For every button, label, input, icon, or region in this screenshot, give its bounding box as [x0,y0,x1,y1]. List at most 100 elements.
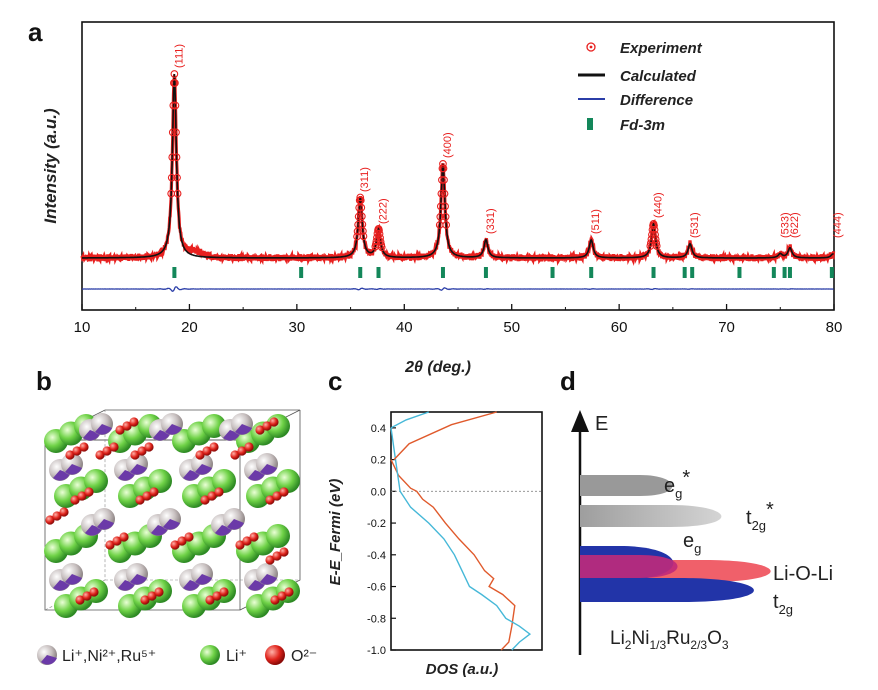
mixed-cation-atom-purple [163,519,180,530]
legend-label-experiment: Experiment [620,40,703,57]
mixed-cation-atom-purple [65,574,82,585]
legend-label-mixed-cations: Li⁺,Ni²⁺,Ru⁵⁺ [62,648,156,665]
xrd-peak-label: (622) [789,212,801,238]
dos-y-tick-label: 0.4 [371,423,386,435]
oxygen-atom [52,511,62,521]
dos-y-tick-label: 0.2 [371,455,386,467]
energy-axis-label: E [595,413,608,435]
band-eg-star [580,475,673,496]
bragg-marker [550,267,555,278]
xrd-experiment-point [170,70,179,78]
oxygen-atom [184,532,194,542]
legend-label-fd3m: Fd-3m [620,117,665,134]
xrd-experiment-point [167,173,176,182]
oxygen-atom [279,487,289,497]
mixed-cation-atom-purple [165,424,182,435]
xrd-x-axis-title: 2θ (deg.) [404,359,471,376]
mixed-cation-atom-purple [95,424,112,435]
oxygen-atom [270,595,280,605]
xrd-peak-label: (111) [173,44,185,68]
xrd-x-tick-label: 10 [74,319,91,336]
xrd-experiment-point [168,153,177,162]
oxygen-atom [209,442,219,452]
oxygen-atom [265,555,275,565]
band-label-t2g-star: t2g* [746,499,774,533]
mixed-cation-atom-purple [97,519,114,530]
xrd-experiment-point [441,202,449,211]
bragg-marker [376,267,381,278]
legend-marker-experiment [586,42,596,52]
bragg-marker [782,267,787,278]
xrd-experiment-point [356,196,365,205]
mixed-cation-atom-purple [130,574,147,585]
energy-axis-arrowhead [571,410,589,432]
xrd-y-axis-title: Intensity (a.u.) [41,108,60,224]
oxygen-atom [237,446,247,456]
xrd-experiment-point [439,164,448,173]
mixed-cation-atom-purple [235,424,252,435]
dos-chart: 0.4 0.2 0.0 -0.2 -0.4 -0.6 -0.8 -1.0 DOS (a.u.)… [327,411,543,678]
xrd-experiment-point [650,221,658,230]
panel-letter-a: a [28,17,43,47]
crystal-structure: Li⁺,Ni²⁺,Ru⁵⁺ Li⁺ O²⁻ [37,409,317,665]
oxygen-atom [102,446,112,456]
xrd-experiment-point [650,225,659,234]
oxygen-atom [45,515,55,525]
atoms [44,413,300,618]
xrd-experiment-point [173,189,182,198]
xrd-peak-label: (531) [689,212,701,238]
oxygen-atom [130,450,140,460]
band-label-eg-star: eg* [664,467,690,501]
xrd-experiment-point [651,230,659,239]
oxygen-atom [140,595,150,605]
legend-marker-experiment-dot [589,45,593,49]
oxygen-atom [144,442,154,452]
oxygen-atom [244,442,254,452]
xrd-x-tick-label: 40 [396,319,413,336]
xrd-experiment-series [80,73,836,266]
xrd-experiment-point [168,128,177,137]
oxygen-atom [147,591,157,601]
oxygen-atom [82,591,92,601]
oxygen-atom [129,417,139,427]
oxygen-atom [79,442,89,452]
oxygen-atom [207,491,217,501]
oxygen-atom [95,450,105,460]
xrd-experiment-point [173,173,181,182]
band-diagram: E eg* t2g* eg Li-O-Li t2g Li2Ni1/3Ru2/3O… [571,410,833,655]
xrd-experiment-point [440,176,448,184]
xrd-experiment-point [442,221,451,229]
xrd-experiment-point [172,128,180,137]
oxygen-atom [84,487,94,497]
dos-frame [390,411,543,651]
xrd-peak-label: (222) [378,198,390,224]
xrd-experiment-point [169,101,178,110]
li-atom [84,469,108,493]
oxygen-atom [70,495,80,505]
xrd-experiment-point [375,226,383,235]
compound-formula: Li2Ni1/3Ru2/3O3 [610,628,729,652]
legend-label-li: Li⁺ [226,648,247,665]
oxygen-atom [265,495,275,505]
oxygen-atom [137,446,147,456]
mixed-cation-atom-purple [65,464,82,475]
oxygen-atom [59,507,69,517]
band-t2g-star [580,505,722,527]
oxygen-atom [135,495,145,505]
bragg-marker [682,267,687,278]
xrd-peak-label: (533) [779,212,791,238]
xrd-peak-label: (440) [653,192,665,218]
oxygen-atom [149,487,159,497]
xrd-frame [81,21,835,311]
panel-letter-b: b [36,366,52,396]
oxygen-atom [284,587,294,597]
xrd-experiment-point [376,237,385,246]
xrd-experiment-point [359,232,368,241]
dos-series-cyan-upper [390,411,429,429]
oxygen-atom [89,587,99,597]
bragg-marker [737,267,742,278]
oxygen-atom [235,540,245,550]
xrd-experiment-point [377,243,386,252]
oxygen-atom [279,547,289,557]
xrd-experiment-point [652,242,661,250]
